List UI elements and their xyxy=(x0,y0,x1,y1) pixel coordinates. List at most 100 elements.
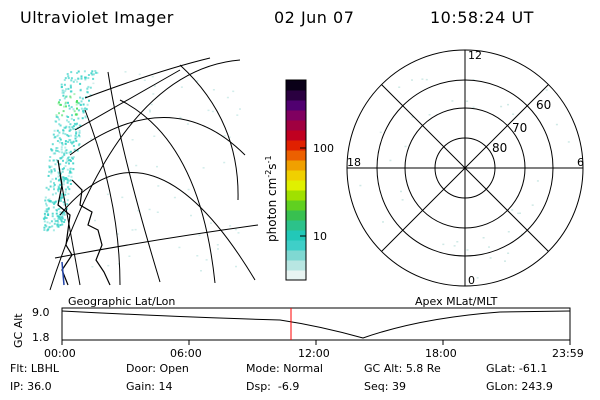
colorbar-cell xyxy=(286,100,306,111)
polar-speck xyxy=(411,79,413,81)
emission-pixel xyxy=(94,70,97,72)
polar-diagonal xyxy=(381,84,549,252)
emission-pixel xyxy=(61,151,64,154)
emission-pixel xyxy=(52,206,55,209)
polar-speck xyxy=(482,237,485,239)
polar-speck xyxy=(507,103,509,106)
emission-pixel xyxy=(57,225,60,228)
emission-pixel xyxy=(67,116,70,118)
emission-pixel xyxy=(65,152,68,155)
emission-pixel xyxy=(75,132,78,135)
emission-pixel xyxy=(73,119,75,122)
emission-pixel xyxy=(96,71,99,74)
emission-pixel xyxy=(72,80,75,83)
emission-speck xyxy=(223,161,226,164)
emission-pixel xyxy=(84,115,87,118)
polar-speck xyxy=(500,105,503,108)
mode-readout: Mode: Normal xyxy=(246,362,323,375)
emission-pixel xyxy=(56,219,59,222)
ip-readout: IP: 36.0 xyxy=(10,380,52,393)
emission-pixel xyxy=(67,120,70,123)
colorbar-cell xyxy=(286,90,306,101)
mlat-label-60: 60 xyxy=(536,98,551,112)
emission-pixel xyxy=(74,134,77,137)
emission-pixel xyxy=(83,108,86,111)
emission-pixel xyxy=(75,113,77,116)
emission-pixel xyxy=(63,179,66,182)
emission-pixel xyxy=(55,159,58,162)
emission-pixel xyxy=(48,165,51,168)
emission-pixel xyxy=(51,201,54,204)
emission-pixel xyxy=(51,143,54,146)
latitude-line xyxy=(49,59,241,291)
emission-speck xyxy=(200,270,202,272)
emission-pixel xyxy=(71,126,74,129)
emission-pixel xyxy=(45,217,48,219)
emission-speck xyxy=(156,211,159,213)
colorbar-cell xyxy=(286,260,306,271)
emission-pixel xyxy=(69,128,72,131)
emission-pixel xyxy=(57,175,60,178)
emission-pixel xyxy=(49,180,52,183)
emission-speck xyxy=(229,225,232,227)
emission-pixel xyxy=(58,131,61,134)
latitude-line xyxy=(69,117,246,156)
emission-pixel xyxy=(50,165,53,168)
polar-speck xyxy=(507,231,510,233)
mlt-label-12: 12 xyxy=(468,49,482,62)
emission-pixel xyxy=(54,192,57,195)
emission-pixel xyxy=(64,140,67,143)
emission-pixel xyxy=(85,108,88,111)
emission-pixel xyxy=(67,101,69,104)
emission-pixel xyxy=(66,179,69,182)
emission-speck xyxy=(198,234,201,236)
emission-pixel xyxy=(64,188,67,191)
emission-pixel xyxy=(58,118,61,121)
emission-pixel xyxy=(48,198,51,201)
emission-pixel xyxy=(68,188,71,191)
glat-readout: GLat: -61.1 xyxy=(486,362,548,375)
emission-pixel xyxy=(80,100,83,103)
emission-pixel xyxy=(64,90,67,93)
coast-marker xyxy=(61,261,65,286)
filter-readout: Flt: LBHL xyxy=(10,362,59,375)
colorbar-cell xyxy=(286,110,306,121)
polar-speck xyxy=(489,257,492,259)
emission-pixel xyxy=(51,149,53,152)
emission-pixel xyxy=(61,213,64,216)
emission-pixel xyxy=(71,157,74,160)
emission-pixel xyxy=(70,71,73,74)
emission-pixel xyxy=(61,180,64,183)
emission-pixel xyxy=(70,90,73,93)
emission-pixel xyxy=(77,77,80,80)
emission-pixel xyxy=(69,84,72,87)
emission-pixel xyxy=(86,87,89,90)
emission-pixel xyxy=(80,77,83,80)
emission-pixel xyxy=(61,194,64,197)
emission-pixel xyxy=(48,170,51,173)
polar-speck xyxy=(382,221,384,223)
emission-pixel xyxy=(50,169,53,172)
emission-pixel xyxy=(59,184,62,187)
emission-pixel xyxy=(64,150,67,153)
emission-pixel xyxy=(58,150,61,153)
gc-alt-readout: GC Alt: 5.8 Re xyxy=(364,362,441,375)
emission-pixel xyxy=(53,169,56,172)
emission-pixel xyxy=(84,76,87,79)
polar-speck xyxy=(488,246,490,248)
emission-speck xyxy=(149,111,151,113)
emission-speck xyxy=(153,135,156,137)
emission-pixel xyxy=(68,127,71,130)
emission-pixel xyxy=(65,161,68,164)
emission-pixel xyxy=(91,73,94,76)
emission-pixel xyxy=(61,193,64,196)
polar-speck xyxy=(567,141,570,143)
emission-speck xyxy=(121,196,124,199)
emission-pixel xyxy=(55,147,58,150)
emission-pixel xyxy=(44,215,47,218)
emission-pixel xyxy=(63,167,65,170)
emission-pixel xyxy=(84,78,87,81)
emission-speck xyxy=(237,232,240,234)
emission-pixel xyxy=(69,139,72,142)
